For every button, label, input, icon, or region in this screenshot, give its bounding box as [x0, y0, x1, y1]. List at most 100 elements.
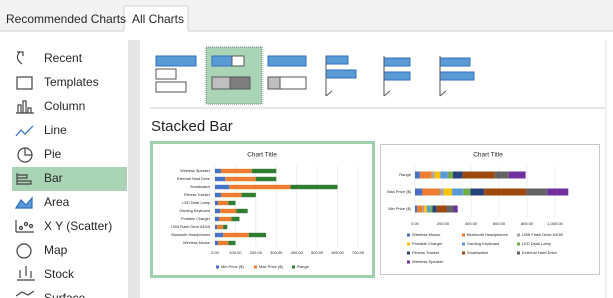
bar-segment [241, 192, 256, 198]
bar-segment [228, 240, 236, 246]
subtype-bar[interactable] [439, 57, 471, 67]
subtype-bar[interactable] [155, 55, 197, 67]
scatter-dot [23, 221, 29, 227]
bar-segment [228, 200, 236, 206]
legend-swatch [407, 251, 410, 255]
subtype-bar[interactable] [211, 55, 233, 67]
subtype-bar[interactable] [211, 76, 231, 90]
chart-type-item[interactable]: Recent [44, 51, 83, 65]
line-icon [15, 125, 34, 137]
bar-segment [218, 200, 229, 206]
tab[interactable]: All Charts [132, 12, 184, 26]
preview-title: Chart Title [473, 152, 503, 159]
legend-swatch [254, 265, 257, 269]
column-icon [16, 100, 34, 114]
bar-segment [215, 232, 224, 238]
subtype-bar[interactable] [383, 71, 411, 81]
bar-segment [453, 205, 458, 213]
splitter [128, 40, 140, 298]
category-label: Min Price ($) [388, 206, 411, 211]
x-tick-label: 700.00 [352, 250, 365, 255]
bar-segment [290, 184, 338, 190]
bar-segment [215, 184, 230, 190]
legend-label: Bluetooth Headphones [467, 232, 508, 237]
x-tick-label: 1,000.00 [547, 221, 563, 226]
subtype-axis [325, 56, 333, 97]
chart-type-item[interactable]: X Y (Scatter) [44, 219, 112, 233]
tab[interactable]: Recommended Charts [6, 12, 126, 26]
bar-segment [436, 205, 447, 213]
category-label: LED Desk Lamp [182, 201, 210, 205]
chart-type-item[interactable]: Line [44, 123, 67, 137]
bar-segment [215, 176, 226, 182]
x-tick-label: 200.00 [250, 250, 263, 255]
bar-segment [223, 224, 228, 230]
bar-segment [218, 240, 229, 246]
bar-segment [463, 188, 471, 196]
bar-segment [221, 192, 242, 198]
scatter-axes [15, 220, 34, 233]
map-icon [16, 243, 32, 259]
bar-segment [432, 205, 437, 213]
bar-segment [443, 188, 453, 196]
bar-segment [221, 168, 252, 174]
subtype-axis [383, 56, 391, 97]
bar-segment [422, 188, 440, 196]
subtype-bar[interactable] [155, 68, 177, 80]
subtype-bar[interactable] [155, 81, 187, 93]
category-label: Portable Charger [181, 217, 211, 221]
legend-label: Range [297, 264, 310, 269]
legend-label: External Hard Drive [522, 250, 558, 255]
subtype-bar[interactable] [229, 76, 251, 90]
chart-type-item[interactable]: Templates [44, 75, 99, 89]
subtype-bar[interactable] [267, 55, 307, 67]
templates-icon [16, 76, 33, 90]
chart-type-item[interactable]: Map [44, 243, 68, 257]
chart-type-item[interactable]: Area [44, 195, 70, 209]
legend-swatch [462, 233, 465, 237]
x-tick-label: 600.00 [331, 250, 344, 255]
category-label: Wireless Speaker [180, 169, 210, 173]
bar-segment [225, 176, 256, 182]
subtype-bar[interactable] [439, 71, 475, 81]
active-tab[interactable] [123, 5, 189, 33]
bar-segment [215, 168, 222, 174]
subtype-bar[interactable] [383, 57, 411, 67]
bar-segment [251, 168, 277, 174]
category-label: Max Price ($) [387, 189, 411, 194]
subtype-bar[interactable] [279, 76, 307, 90]
legend-label: Wireless Mouse [412, 232, 441, 237]
chart-type-item[interactable]: Bar [44, 171, 63, 185]
subtype-axis [439, 56, 447, 97]
bar-segment [229, 184, 291, 190]
bar-segment [439, 188, 444, 196]
bar-segment [526, 188, 548, 196]
chart-type-item[interactable]: Column [44, 99, 85, 113]
bar-segment [248, 232, 267, 238]
chart-type-item[interactable]: Pie [44, 147, 62, 161]
x-tick-label: 100.00 [229, 250, 242, 255]
bar-segment [424, 205, 427, 213]
bar-segment [415, 171, 420, 179]
chart-type-item[interactable]: Stock [44, 267, 75, 281]
subtype-bar[interactable] [231, 55, 245, 67]
bar-segment [215, 208, 221, 214]
bar-segment [236, 208, 248, 214]
chart-type-item[interactable]: Surface [44, 291, 86, 298]
bar-segment [447, 171, 453, 179]
bar-segment [547, 188, 569, 196]
bar-icon [16, 173, 32, 185]
bar-segment [452, 188, 464, 196]
subtype-bar[interactable] [325, 55, 349, 65]
subtype-bar[interactable] [267, 76, 281, 90]
legend-swatch [407, 233, 410, 237]
x-tick-label: 400.00 [291, 250, 304, 255]
legend-label: Min Price ($) [221, 264, 244, 269]
bar-segment [215, 192, 222, 198]
subtype-bar[interactable] [325, 69, 357, 79]
x-tick-label: 300.00 [270, 250, 283, 255]
bar-segment [215, 240, 219, 246]
preview-card[interactable] [150, 141, 375, 278]
